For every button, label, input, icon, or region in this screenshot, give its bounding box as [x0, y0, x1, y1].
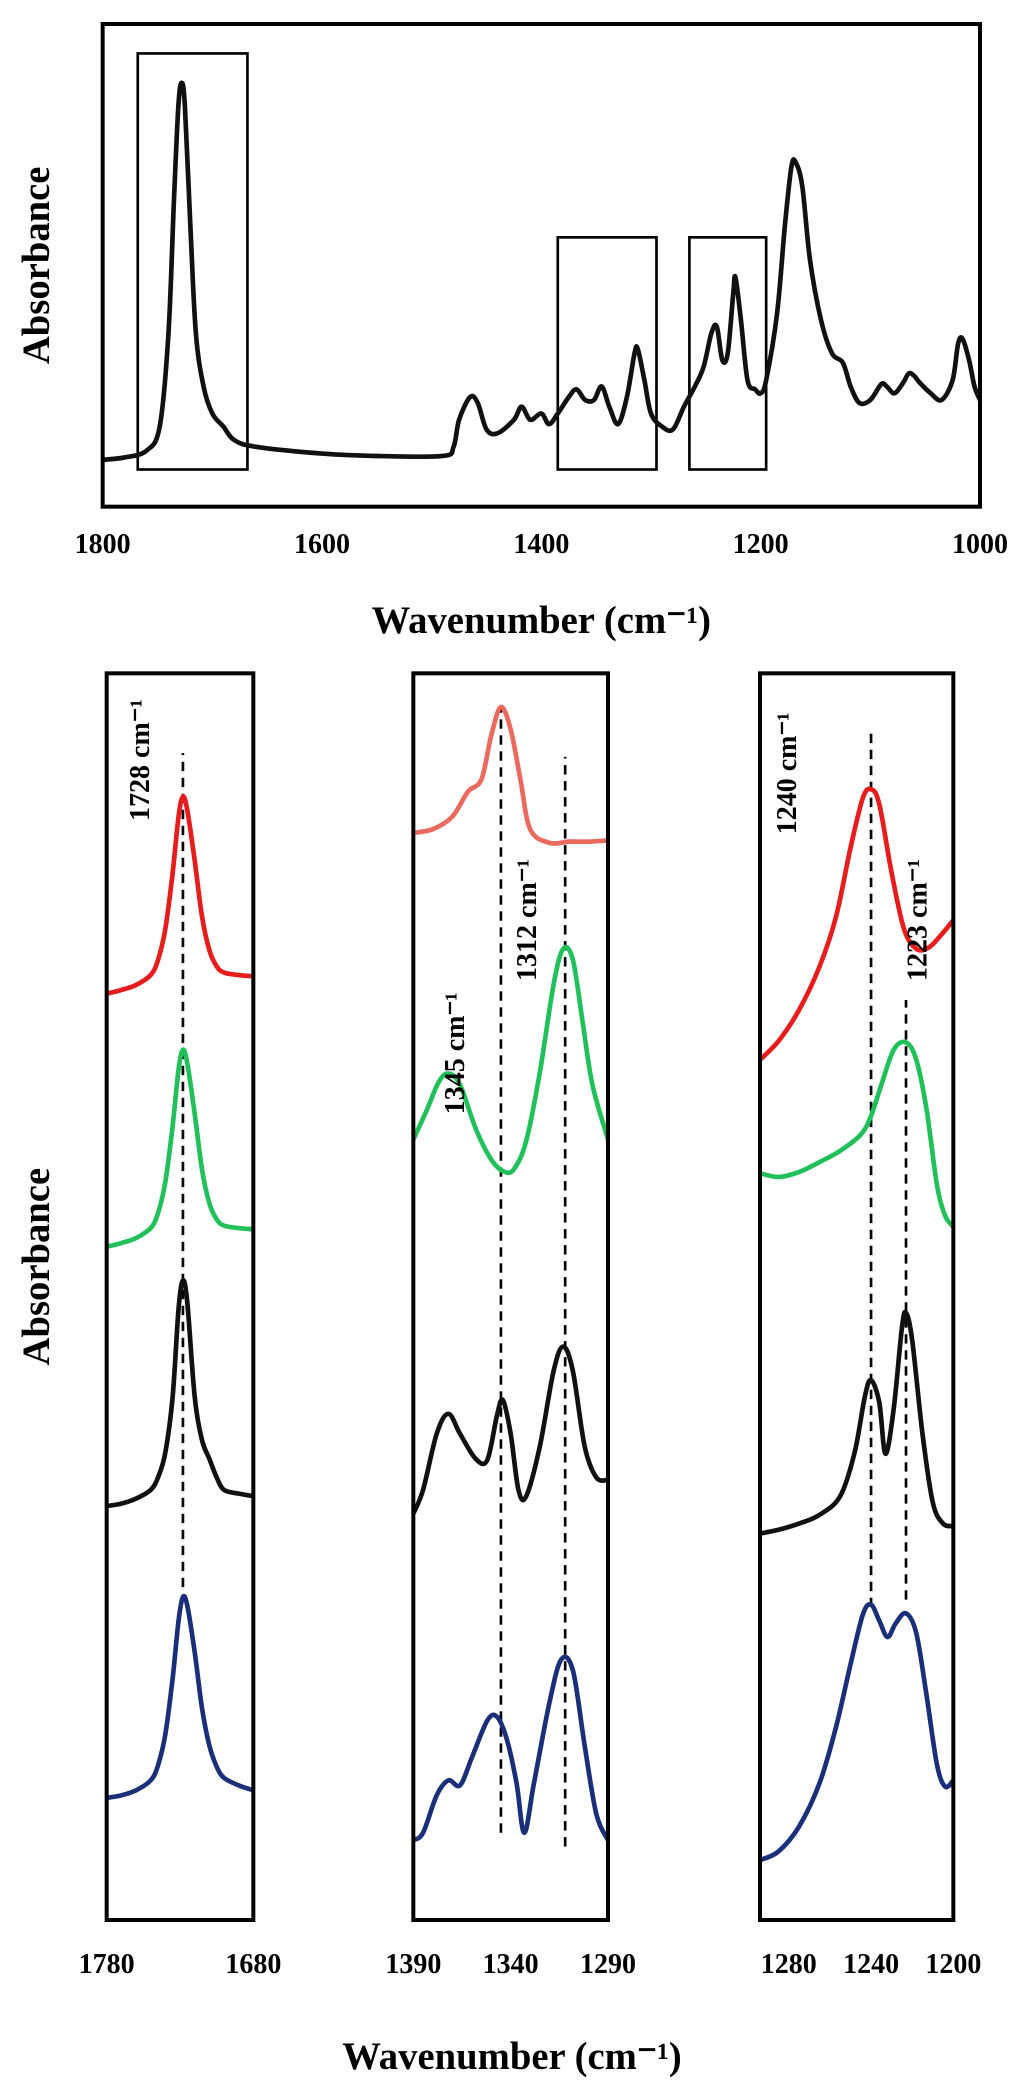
highlight-box	[556, 236, 658, 471]
x-tick-label: 1390	[385, 1949, 441, 1980]
peak-annotation: 1345 cm⁻¹	[440, 992, 471, 1114]
plot-frame	[104, 671, 256, 1922]
x-tick-label: 1200	[925, 1949, 981, 1980]
highlight-box	[688, 236, 768, 471]
x-tick-label: 1290	[580, 1949, 636, 1980]
plot-frame	[100, 22, 982, 509]
spectrum-line	[102, 80, 983, 463]
peak-annotation: 1728 cm⁻¹	[125, 699, 156, 821]
x-axis-label: Wavenumber (cm⁻¹)	[342, 2036, 681, 2078]
plot-frame	[758, 671, 956, 1922]
spectrum-line	[411, 1344, 609, 1515]
x-tick-label: 1600	[294, 529, 350, 560]
x-tick-label: 1400	[513, 529, 569, 560]
spectrum-line	[411, 1654, 611, 1843]
x-tick-label: 1800	[75, 529, 131, 560]
highlight-box	[136, 52, 249, 471]
spectrum-line	[106, 1593, 255, 1801]
spectrum-line	[412, 704, 609, 846]
x-tick-label: 1340	[483, 1949, 539, 1980]
y-axis-label: Absorbance	[16, 1168, 58, 1366]
spectrum-line	[759, 1039, 956, 1229]
x-tick-label: 1680	[225, 1949, 281, 1980]
x-tick-label: 1240	[843, 1949, 899, 1980]
spectrum-line	[106, 1278, 254, 1509]
plot-frame	[411, 671, 610, 1922]
x-tick-label: 1280	[761, 1949, 817, 1980]
x-tick-label: 1780	[79, 1949, 135, 1980]
spectrum-line	[758, 786, 956, 1062]
spectrum-line	[106, 1047, 254, 1250]
x-tick-label: 1200	[733, 529, 789, 560]
peak-annotation: 1223 cm⁻¹	[902, 859, 933, 981]
peak-annotation: 1240 cm⁻¹	[772, 712, 803, 834]
peak-annotation: 1312 cm⁻¹	[512, 859, 543, 981]
x-axis-label: Wavenumber (cm⁻¹)	[372, 600, 711, 642]
spectrum-line	[759, 1309, 954, 1536]
x-tick-label: 1000	[952, 529, 1008, 560]
y-axis-label: Absorbance	[16, 167, 58, 365]
spectrum-line	[759, 1601, 956, 1863]
spectrum-line	[411, 944, 611, 1176]
spectrum-line	[106, 794, 254, 996]
